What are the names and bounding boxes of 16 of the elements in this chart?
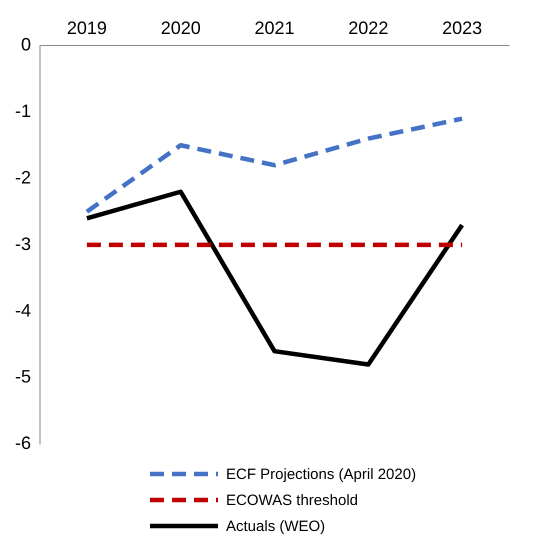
line-series <box>84 116 464 214</box>
x-tick-label: 2020 <box>160 18 201 38</box>
y-tick-label: 0 <box>20 34 32 55</box>
y-tick-label: -3 <box>14 234 32 254</box>
y-tick-label: -2 <box>14 167 32 188</box>
x-tick-label: 2022 <box>348 18 388 38</box>
y-tick-label: -4 <box>14 300 32 320</box>
x-tick-label: 2023 <box>442 18 482 38</box>
y-tick-label: -5 <box>14 366 32 387</box>
legend-label: Actuals (WEO) <box>226 518 326 534</box>
x-tick-label: 2021 <box>254 18 295 38</box>
x-tick-label: 2019 <box>66 18 107 38</box>
y-tick-label: -1 <box>14 101 32 121</box>
legend-label: ECF Projections (April 2020) <box>226 466 416 482</box>
y-tick-label: -6 <box>14 433 32 454</box>
legend-label: ECOWAS threshold <box>226 492 358 508</box>
